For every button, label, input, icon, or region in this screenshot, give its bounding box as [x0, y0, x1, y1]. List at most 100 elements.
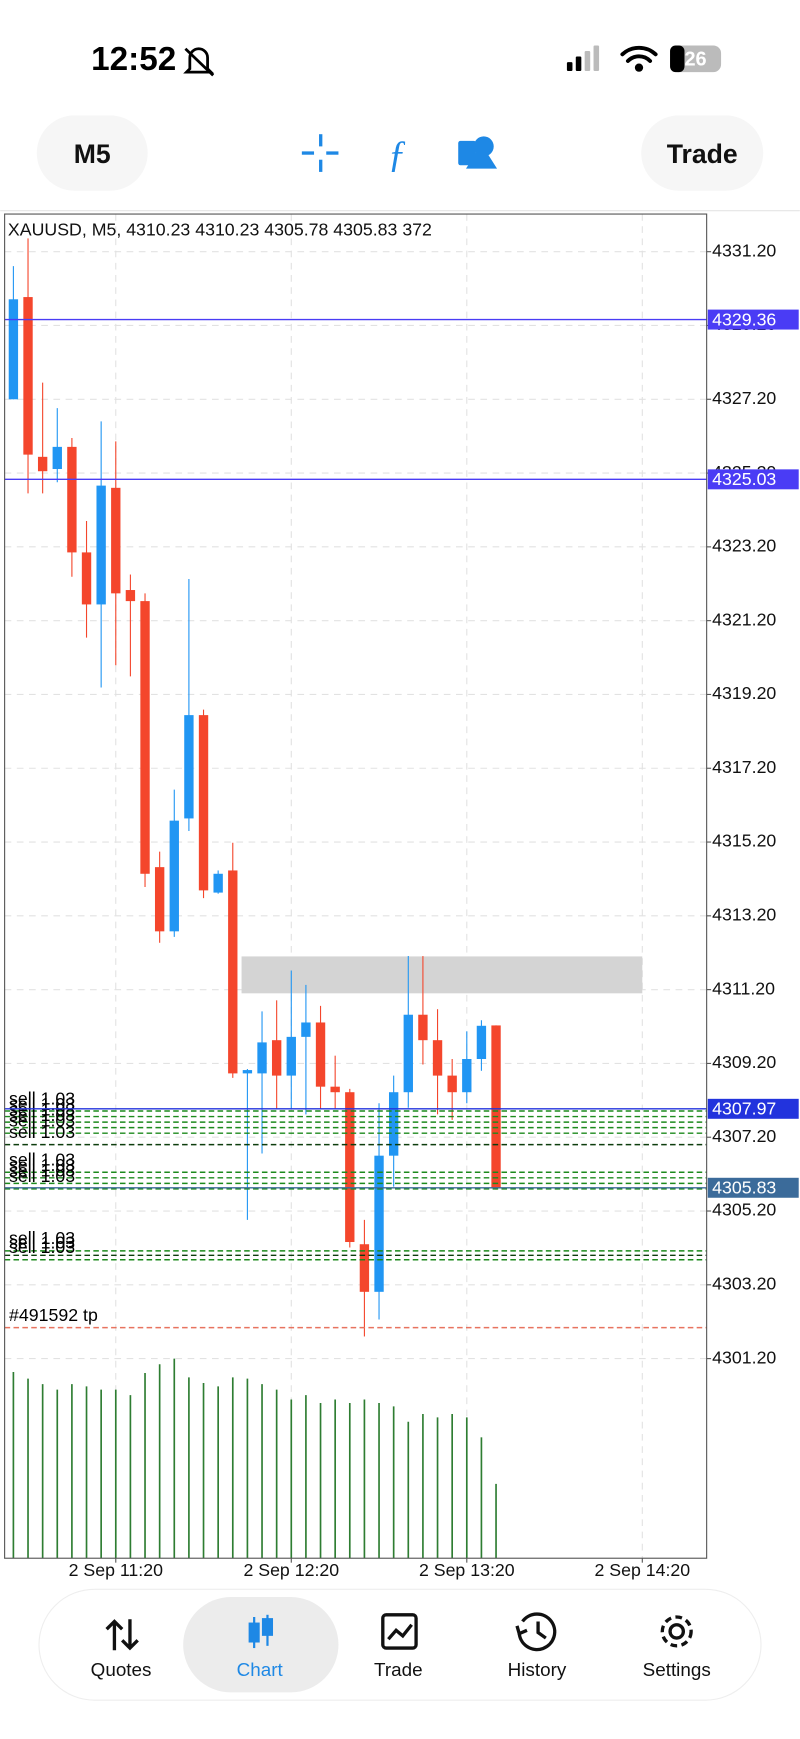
- candle-body: [388, 1092, 399, 1156]
- candle-body: [432, 1040, 443, 1076]
- y-tick-label: 4309.20: [712, 1052, 776, 1072]
- y-tick-label: 4327.20: [712, 388, 776, 408]
- history-icon: [515, 1612, 557, 1652]
- tab-label[interactable]: History: [508, 1659, 567, 1680]
- x-tick-label: 2 Sep 11:20: [69, 1560, 163, 1580]
- x-tick-label: 2 Sep 12:20: [243, 1560, 339, 1580]
- wifi-icon: [620, 45, 658, 72]
- zone: [241, 956, 643, 994]
- candle-body: [111, 487, 121, 594]
- signal-icon: [566, 45, 600, 71]
- quotes-icon: [105, 1619, 139, 1651]
- candle-body: [228, 870, 238, 1074]
- candle-body: [242, 1070, 253, 1074]
- chart-icon: [248, 1614, 274, 1649]
- y-tick-label: 4307.20: [712, 1126, 776, 1146]
- candle-body: [154, 867, 165, 932]
- level-tag: [707, 1177, 799, 1198]
- candle-body: [213, 873, 223, 893]
- candle-body: [359, 1244, 370, 1292]
- pane-border: [4, 213, 708, 1559]
- candle-body: [315, 1022, 326, 1087]
- level-label: 4305.83: [712, 1178, 776, 1198]
- y-tick-label: 4315.20: [712, 831, 776, 851]
- candle-body: [271, 1040, 282, 1076]
- order-label: sell 1.03: [9, 1088, 75, 1108]
- y-tick-label: 4319.20: [712, 683, 776, 703]
- y-tick-label: 4331.20: [712, 240, 776, 260]
- y-tick-label: 4313.20: [712, 905, 776, 925]
- candle-body: [8, 299, 19, 400]
- candle-body: [52, 446, 62, 470]
- order-label: sell 1.03: [9, 1161, 75, 1181]
- tab-label[interactable]: Chart: [237, 1659, 284, 1680]
- candle-body: [374, 1155, 384, 1292]
- order-label: sell 1.03: [9, 1237, 75, 1257]
- candle-body: [491, 1025, 501, 1188]
- candle-body: [37, 456, 48, 472]
- level-label: 4307.97: [712, 1099, 776, 1119]
- battery-level: [670, 45, 685, 73]
- candle-body: [330, 1086, 340, 1093]
- level-tag: [707, 469, 799, 490]
- y-tick-label: 4303.20: [712, 1274, 776, 1294]
- battery-percent: 26: [684, 48, 706, 70]
- order-label: sell 1.03: [9, 1111, 75, 1131]
- candle-body: [301, 1022, 311, 1037]
- candle-body: [0, 399, 3, 547]
- level-tag: [707, 1098, 799, 1119]
- order-label: sell 1.03: [9, 1105, 75, 1125]
- clock: 12:52: [91, 41, 176, 78]
- y-tick-label: 4311.20: [712, 978, 775, 998]
- order-label: sell 1.03: [9, 1233, 75, 1253]
- bell-off-icon: [183, 47, 215, 77]
- trade-icon: [381, 1613, 418, 1650]
- y-tick-label: 4317.20: [712, 757, 776, 777]
- timeframe-button[interactable]: [36, 115, 148, 191]
- y-tick-label: 4301.20: [712, 1347, 776, 1367]
- timeframe-label: M5: [74, 139, 111, 169]
- level-label: 4329.36: [712, 309, 776, 329]
- x-tick-label: 2 Sep 14:20: [594, 1560, 690, 1580]
- crosshair-button[interactable]: [301, 134, 339, 172]
- candle-body: [286, 1036, 296, 1076]
- candle-body: [345, 1092, 355, 1243]
- candle-body: [169, 820, 179, 932]
- candle-body: [184, 715, 194, 819]
- x-tick-label: 2 Sep 13:20: [419, 1560, 515, 1580]
- level-label: 4325.03: [712, 469, 776, 489]
- order-label: sell 1.03: [9, 1228, 75, 1248]
- tab-label[interactable]: Trade: [374, 1659, 423, 1680]
- candle-body: [403, 1014, 413, 1093]
- candle-body: [125, 590, 136, 602]
- candle-body: [447, 1075, 457, 1093]
- tab-label[interactable]: Settings: [643, 1659, 711, 1680]
- grid: [4, 214, 707, 1559]
- active-tab-highlight: [183, 1597, 339, 1693]
- y-tick-label: 4305.20: [712, 1200, 776, 1220]
- candle-body: [198, 715, 209, 891]
- trade-button[interactable]: [641, 115, 764, 191]
- candle-body: [140, 601, 150, 874]
- y-tick-label: 4321.20: [712, 609, 776, 629]
- candle-body: [81, 552, 92, 605]
- tab-labels: Quotes Chart Trade History Settings: [91, 1659, 711, 1680]
- order-label: sell 1.03: [9, 1122, 75, 1142]
- candle-body: [257, 1042, 267, 1074]
- chart-title: XAUUSD, M5, 4310.23 4310.23 4305.78 4305…: [8, 219, 432, 239]
- order-label: sell 1.03: [9, 1150, 75, 1170]
- settings-icon: [660, 1615, 693, 1648]
- candle-body: [476, 1025, 487, 1060]
- tab-label[interactable]: Quotes: [91, 1659, 152, 1680]
- y-tick-label: 4323.20: [712, 536, 776, 556]
- order-label: #491592 tp: [9, 1305, 98, 1325]
- order-label: sell 1.03: [9, 1155, 75, 1175]
- indicators-button[interactable]: ƒ: [388, 133, 407, 175]
- price-axis: 4331.204329.204327.204325.204323.204321.…: [69, 240, 799, 1580]
- objects-button[interactable]: [458, 136, 498, 169]
- candle-body: [418, 1014, 428, 1041]
- level-tag: [707, 309, 799, 330]
